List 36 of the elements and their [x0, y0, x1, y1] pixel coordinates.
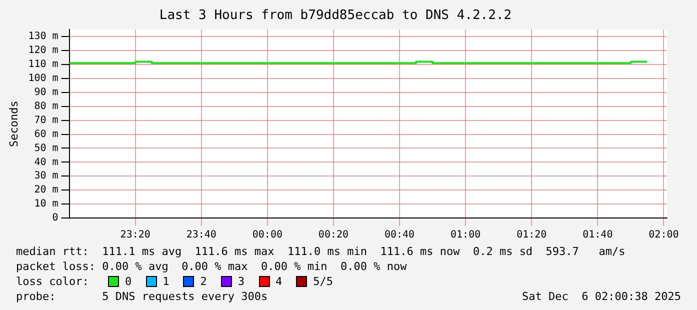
text: Sat Dec 6 02:00:38 2025: [522, 289, 681, 304]
x-tick-label: 01:20: [516, 230, 547, 241]
y-tick-label: 100 m: [28, 73, 58, 84]
chart-title: Last 3 Hours from b79dd85eccab to DNS 4.2.2.2: [159, 8, 512, 24]
x-tick-label: 23:40: [186, 230, 216, 241]
y-tick-label: 10 m: [34, 198, 58, 210]
x-tick-label: 01:00: [450, 230, 481, 241]
legend-label: 0: [125, 274, 132, 289]
y-tick-label: 80 m: [34, 100, 58, 112]
legend-label: 5/5: [313, 274, 333, 289]
y-tick-label: 40 m: [34, 156, 58, 168]
x-tick-label: 00:00: [252, 230, 282, 241]
x-tick-label: 00:40: [384, 230, 415, 241]
y-tick-label: 60 m: [34, 128, 58, 140]
legend-label: 2: [200, 274, 207, 289]
y-tick-label: 50 m: [34, 142, 58, 154]
x-tick-label: 23:20: [120, 230, 150, 241]
y-tick-label: 70 m: [34, 114, 58, 126]
legend-label: 1: [162, 274, 170, 289]
legend-label: 3: [238, 274, 244, 289]
y-tick-label: 110 m: [28, 59, 58, 70]
y-tick-label: 20 m: [34, 184, 58, 196]
legend-title: loss color:: [16, 274, 90, 289]
x-tick-label: 01:40: [582, 230, 613, 241]
y-tick-label: 130 m: [28, 31, 58, 42]
legend-label: 4: [276, 274, 282, 289]
x-tick-label: 00:20: [318, 230, 349, 241]
x-tick-label: 02:00: [648, 230, 679, 241]
y-tick-label: 90 m: [34, 86, 58, 98]
y-axis-title: Seconds: [7, 100, 20, 147]
y-tick-label: 30 m: [34, 170, 58, 182]
text: packet loss: 0.00 % avg 0.00 % max 0.00 % min 0.00 % now: [16, 259, 408, 274]
text: median rtt: 111.1 ms avg 111.6 ms max 111.0 ms min 111.6 ms now 0.2 ms sd 593.7 am/s: [16, 244, 626, 259]
y-tick-label: 0: [52, 212, 58, 224]
y-tick-label: 120 m: [28, 45, 58, 56]
text: probe: 5 DNS requests every 300s: [16, 289, 268, 304]
